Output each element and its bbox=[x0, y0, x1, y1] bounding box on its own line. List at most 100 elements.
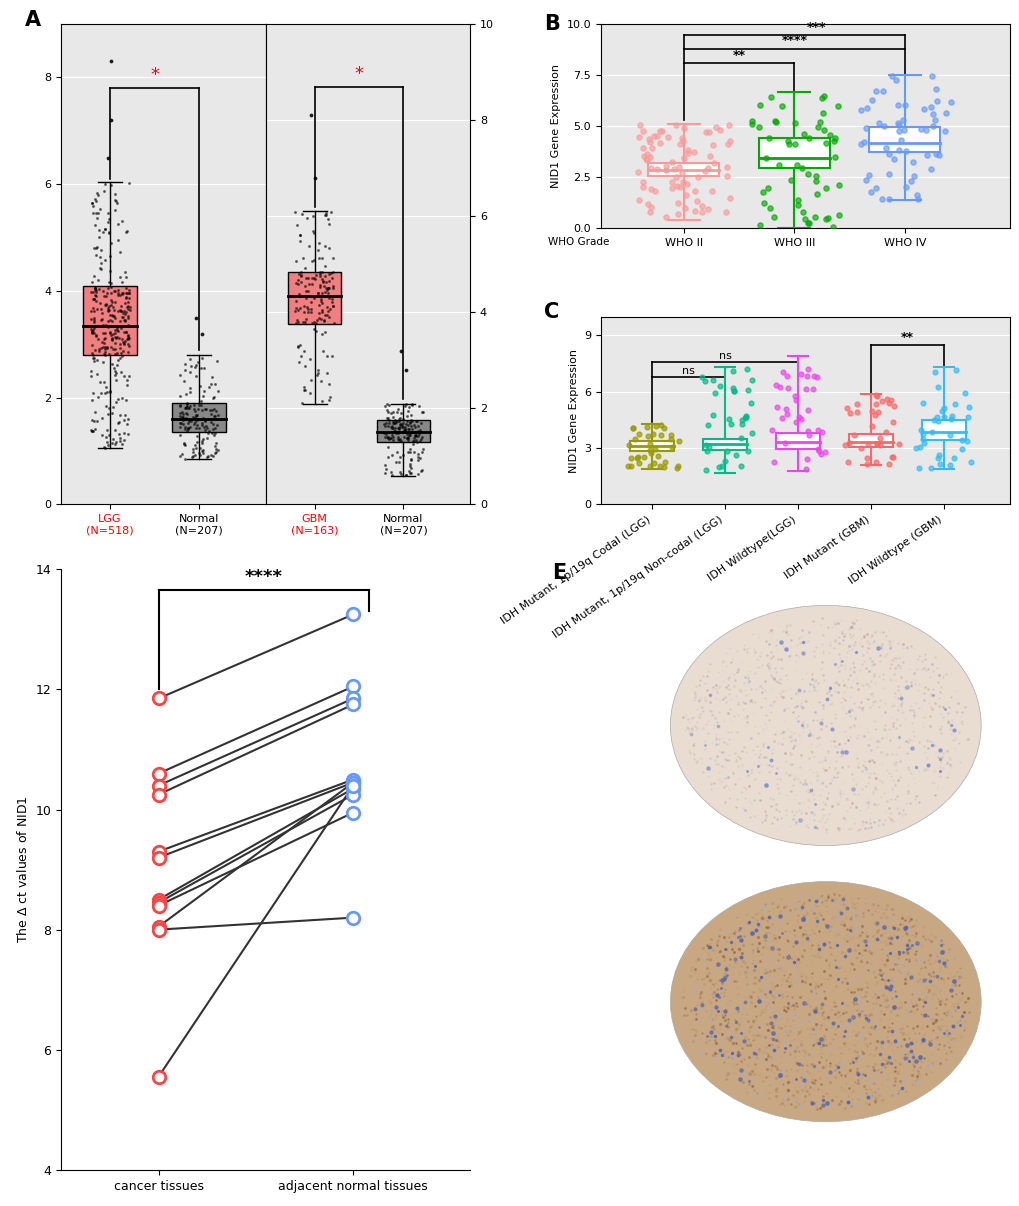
Point bbox=[793, 409, 809, 428]
Point bbox=[799, 400, 815, 420]
Point bbox=[95, 222, 111, 241]
Point bbox=[184, 446, 201, 466]
Point bbox=[119, 329, 136, 349]
Point bbox=[314, 300, 330, 320]
Point bbox=[86, 204, 102, 223]
Point bbox=[817, 209, 834, 228]
Point bbox=[185, 415, 202, 434]
Point bbox=[83, 302, 99, 321]
Point bbox=[396, 421, 413, 440]
Point bbox=[321, 288, 337, 308]
Point bbox=[91, 228, 107, 247]
Point bbox=[647, 181, 663, 200]
Point bbox=[809, 118, 825, 137]
Point bbox=[289, 312, 306, 332]
Point bbox=[87, 280, 103, 299]
Point bbox=[391, 418, 408, 438]
Point bbox=[325, 263, 341, 282]
Point bbox=[179, 397, 196, 416]
Point bbox=[408, 427, 424, 446]
Point bbox=[382, 428, 398, 447]
Point bbox=[102, 324, 118, 344]
Point bbox=[97, 340, 113, 359]
Point bbox=[412, 449, 428, 468]
Point bbox=[409, 411, 425, 431]
Point bbox=[85, 384, 101, 403]
Point bbox=[194, 415, 210, 434]
Point bbox=[743, 115, 759, 134]
Point bbox=[310, 283, 326, 303]
Point bbox=[662, 178, 679, 198]
Point bbox=[83, 367, 99, 386]
Point bbox=[386, 412, 403, 432]
Point bbox=[100, 222, 116, 241]
Point bbox=[312, 263, 328, 282]
Point bbox=[773, 96, 790, 116]
Point bbox=[116, 334, 132, 353]
Point bbox=[178, 404, 195, 423]
Point bbox=[323, 263, 339, 282]
Bar bbox=[868, 128, 940, 152]
Point bbox=[298, 289, 314, 309]
Point bbox=[379, 428, 395, 447]
Point bbox=[119, 343, 136, 362]
Point bbox=[392, 415, 409, 434]
Point bbox=[117, 391, 133, 410]
Point bbox=[641, 133, 657, 152]
Point bbox=[94, 303, 110, 322]
Point bbox=[696, 371, 712, 391]
Point bbox=[310, 241, 326, 260]
Point bbox=[400, 425, 417, 444]
Point bbox=[648, 127, 664, 146]
Point bbox=[759, 178, 775, 198]
Point bbox=[203, 445, 219, 464]
Point bbox=[84, 321, 100, 340]
Point bbox=[177, 435, 194, 455]
Point bbox=[787, 390, 803, 409]
Point bbox=[312, 371, 328, 391]
Point bbox=[103, 176, 119, 195]
Text: ****: **** bbox=[781, 35, 806, 47]
Point bbox=[736, 409, 752, 428]
Point bbox=[799, 165, 815, 185]
Point bbox=[403, 450, 419, 469]
Point bbox=[313, 392, 329, 411]
Point bbox=[119, 300, 136, 320]
Point bbox=[316, 323, 332, 343]
Point bbox=[179, 412, 196, 432]
Point bbox=[289, 270, 306, 289]
Point bbox=[104, 433, 120, 452]
Point bbox=[320, 302, 336, 321]
Point bbox=[187, 438, 204, 457]
Point bbox=[298, 309, 314, 328]
Point bbox=[308, 365, 324, 385]
Point bbox=[389, 423, 406, 443]
Point bbox=[117, 268, 133, 287]
Point bbox=[104, 305, 120, 324]
Point bbox=[392, 464, 409, 484]
Point bbox=[210, 405, 226, 425]
Point bbox=[719, 116, 736, 135]
Point bbox=[743, 423, 759, 443]
Point bbox=[181, 417, 198, 437]
Point bbox=[197, 421, 213, 440]
Point bbox=[924, 117, 941, 136]
Point bbox=[105, 398, 121, 417]
Point bbox=[109, 328, 125, 347]
Point bbox=[870, 113, 887, 133]
Point bbox=[110, 285, 126, 304]
Point bbox=[181, 397, 198, 416]
Point bbox=[824, 217, 841, 236]
Point bbox=[799, 213, 815, 233]
Point bbox=[187, 358, 204, 377]
Point bbox=[910, 458, 926, 478]
Point bbox=[88, 281, 104, 300]
Point bbox=[755, 193, 771, 212]
Point bbox=[869, 403, 886, 422]
Point bbox=[84, 322, 100, 341]
Point bbox=[304, 287, 320, 306]
Point bbox=[376, 397, 392, 416]
Point bbox=[97, 250, 113, 269]
Point bbox=[104, 330, 120, 350]
Point bbox=[290, 353, 307, 373]
